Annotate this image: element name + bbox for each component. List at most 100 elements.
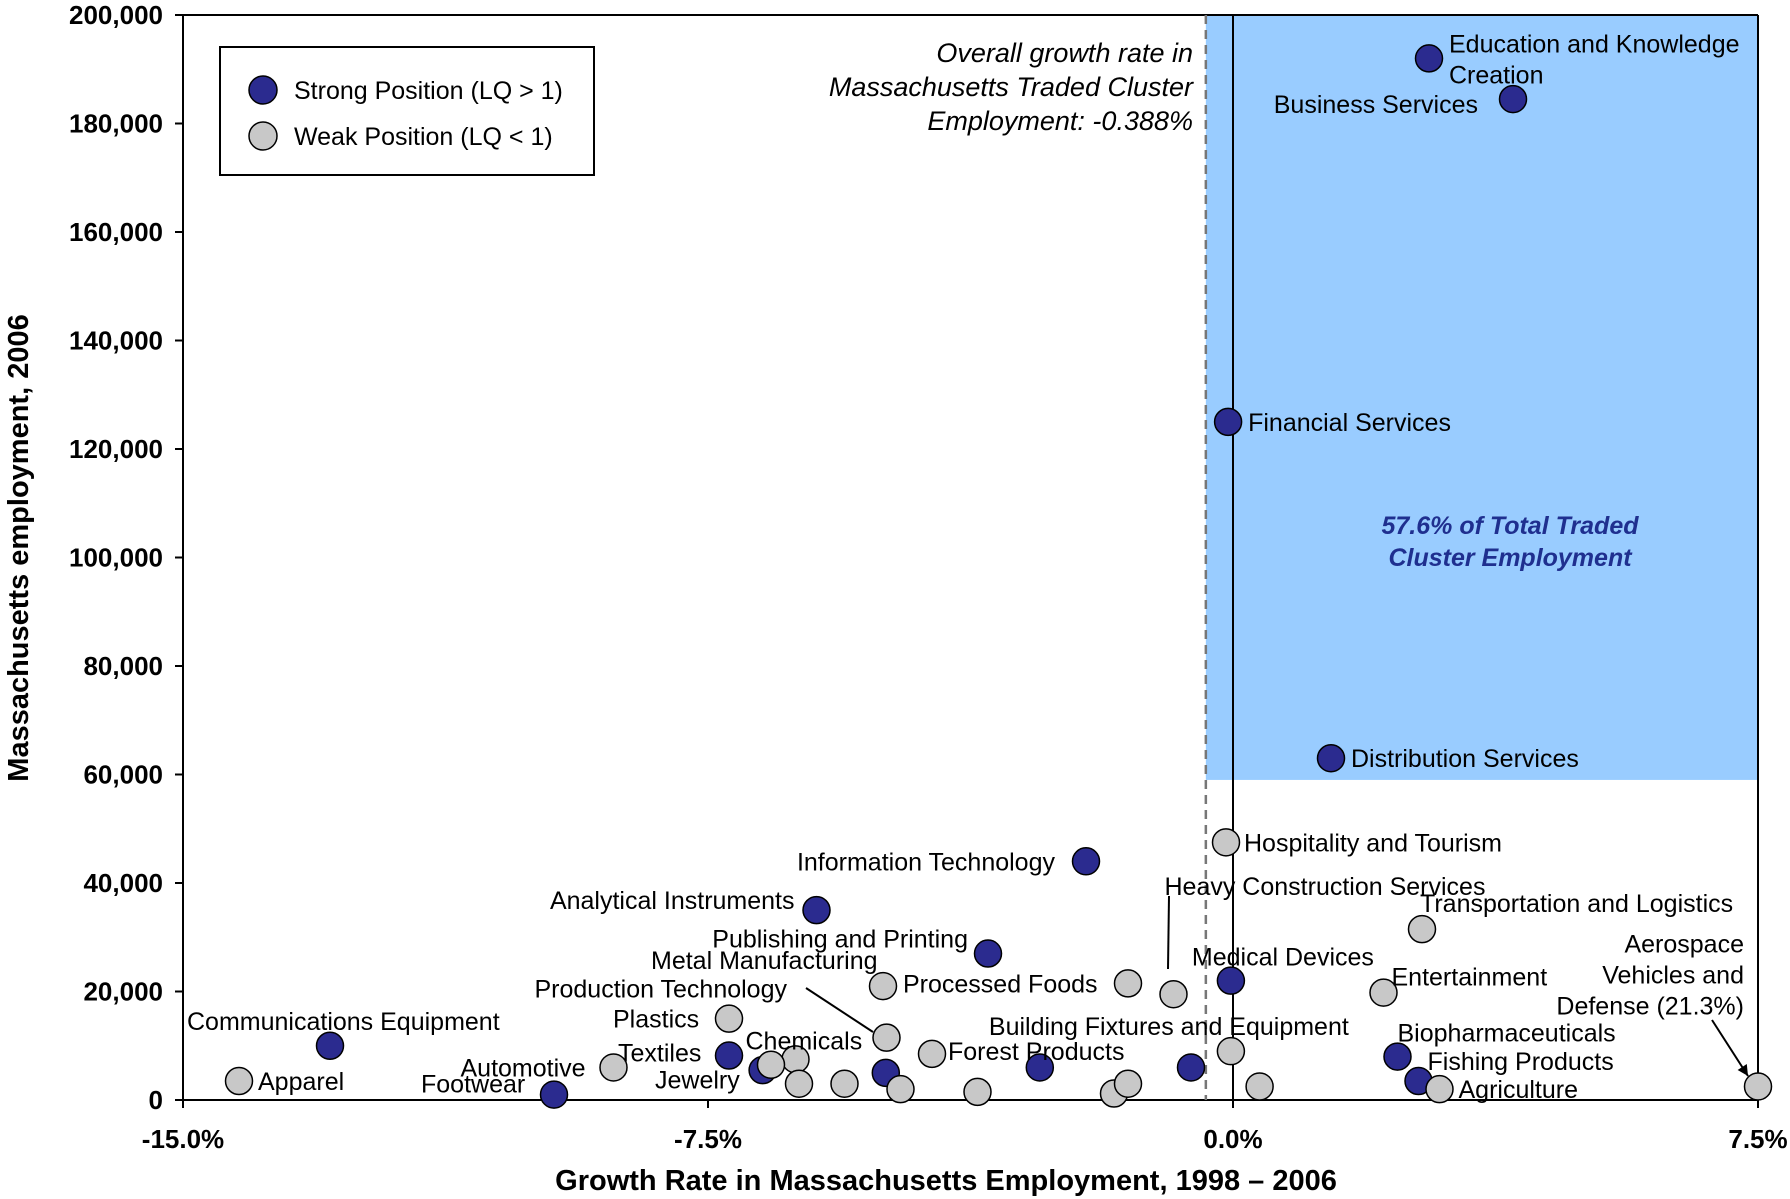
region-note-line-2: Cluster Employment: [1388, 544, 1633, 572]
label-transportation-and-logistics: Transportation and Logistics: [1420, 890, 1733, 918]
weak-point-metal-manufacturing: [868, 971, 898, 1001]
label-processed-foods: Processed Foods: [903, 970, 1098, 998]
weak-point: [963, 1077, 992, 1107]
label-aerospace-vehicles-and-defense-21-3: Aerospace Vehicles and Defense (21.3%): [1556, 930, 1744, 1020]
legend-marker-strong: [248, 75, 278, 105]
weak-point-heavy-construction-services: [1159, 979, 1188, 1009]
legend-label-strong: Strong Position (LQ > 1): [294, 77, 563, 105]
overall-growth-note: Overall growth rate in Massachusetts Tra…: [829, 38, 1194, 136]
weak-point: [830, 1069, 859, 1098]
strong-point-education-and-knowledge-creation: [1414, 44, 1444, 73]
label-line: Biopharmaceuticals: [1398, 1020, 1616, 1048]
tick-labels: 0 20,000 40,000 60,000 80,000 100,000 120,000 1…: [69, 0, 1788, 1154]
label-line: Textiles: [618, 1040, 701, 1068]
growth-note-line-3: Employment: -0.388%: [927, 106, 1193, 136]
label-line: Information Technology: [797, 848, 1056, 876]
y-tick-label: 100,000: [69, 543, 163, 573]
label-apparel: Apparel: [258, 1068, 344, 1096]
strong-point-medical-devices: [1216, 966, 1246, 995]
label-metal-manufacturing: Metal Manufacturing: [651, 947, 878, 975]
strong-point-footwear: [539, 1080, 569, 1109]
label-line: Forest Products: [948, 1038, 1124, 1066]
label-line: Fishing Products: [1428, 1048, 1614, 1076]
x-tick-label: -15.0%: [142, 1124, 224, 1154]
label-distribution-services: Distribution Services: [1351, 745, 1579, 773]
y-tick-label: 120,000: [69, 434, 163, 464]
weak-point-agriculture: [1425, 1074, 1454, 1104]
leader-arrowhead: [1737, 1064, 1748, 1076]
x-tick-label: 7.5%: [1728, 1124, 1787, 1154]
weak-point-processed-foods: [1113, 969, 1143, 998]
weak-point-entertainment: [1369, 978, 1398, 1007]
y-axis-title: Massachusetts employment, 2006: [3, 314, 35, 781]
label-line: Building Fixtures and Equipment: [989, 1013, 1349, 1041]
region-note-line-1: 57.6% of Total Traded: [1381, 512, 1639, 540]
label-line: Publishing and Printing: [712, 926, 968, 954]
label-automotive: Automotive: [461, 1054, 586, 1082]
strong-point: [1176, 1053, 1206, 1082]
strong-point-communications-equipment: [315, 1031, 345, 1060]
label-line: Jewelry: [655, 1067, 740, 1095]
label-line: Education and Knowledge: [1449, 30, 1740, 58]
label-fishing-products: Fishing Products: [1428, 1048, 1614, 1076]
strong-point-information-technology: [1071, 847, 1101, 876]
point-labels: Education and Knowledge CreationBusiness …: [187, 30, 1744, 1104]
label-business-services: Business Services: [1274, 91, 1478, 119]
y-tick-label: 200,000: [69, 0, 163, 30]
label-forest-products: Forest Products: [948, 1038, 1124, 1066]
y-tick-label: 60,000: [83, 760, 163, 790]
y-tick-label: 40,000: [83, 868, 163, 898]
growth-note-line-1: Overall growth rate in: [936, 38, 1193, 68]
strong-point-biopharmaceuticals: [1383, 1042, 1412, 1071]
label-footwear: Footwear: [421, 1071, 525, 1099]
label-line: Production Technology: [535, 976, 788, 1004]
label-line: Analytical Instruments: [550, 887, 795, 915]
label-building-fixtures-and-equipment: Building Fixtures and Equipment: [989, 1013, 1349, 1041]
label-line: Agriculture: [1459, 1076, 1579, 1104]
leader-aerospace-vehicles-and-defense-21-3: [1711, 1019, 1749, 1077]
label-line: Financial Services: [1248, 409, 1451, 437]
label-medical-devices: Medical Devices: [1192, 944, 1374, 972]
x-tick-label: -7.5%: [674, 1124, 742, 1154]
label-line: Vehicles and: [1602, 961, 1744, 989]
label-line: Communications Equipment: [187, 1008, 500, 1036]
label-analytical-instruments: Analytical Instruments: [550, 887, 795, 915]
label-line: Business Services: [1274, 91, 1478, 119]
legend: Strong Position (LQ > 1) Weak Position (…: [219, 46, 595, 176]
legend-marker-weak: [248, 121, 278, 151]
label-line: Automotive: [461, 1054, 586, 1082]
data-points: [224, 44, 1773, 1109]
weak-point-plastics: [714, 1004, 744, 1033]
x-axis-title: Growth Rate in Massachusetts Employment,…: [555, 1165, 1337, 1197]
y-tick-label: 80,000: [83, 651, 163, 681]
label-line: Hospitality and Tourism: [1244, 829, 1502, 857]
label-jewelry: Jewelry: [655, 1067, 740, 1095]
label-communications-equipment: Communications Equipment: [187, 1008, 500, 1036]
y-tick-label: 180,000: [69, 109, 163, 139]
label-textiles: Textiles: [618, 1040, 701, 1068]
label-biopharmaceuticals: Biopharmaceuticals: [1398, 1020, 1616, 1048]
label-entertainment: Entertainment: [1392, 964, 1548, 992]
weak-point: [1245, 1072, 1274, 1101]
y-tick-label: 160,000: [69, 217, 163, 247]
weak-point-forest-products: [917, 1039, 947, 1069]
weak-point-aerospace-vehicles-and-defense-21-3: [1743, 1072, 1773, 1101]
label-line: Heavy Construction Services: [1165, 873, 1486, 901]
leader-lines: [805, 895, 1749, 1077]
strong-point-financial-services: [1213, 407, 1243, 437]
strong-point-business-services: [1498, 84, 1528, 114]
label-line: Plastics: [613, 1006, 699, 1034]
legend-box: [219, 46, 595, 176]
strong-point: [1025, 1053, 1055, 1082]
label-line: Creation: [1449, 61, 1544, 89]
label-line: Entertainment: [1392, 964, 1548, 992]
weak-point-production-technology: [872, 1023, 901, 1052]
label-line: Defense (21.3%): [1556, 992, 1744, 1020]
weak-point-apparel: [224, 1066, 254, 1096]
label-heavy-construction-services: Heavy Construction Services: [1165, 873, 1486, 901]
y-tick-label: 140,000: [69, 326, 163, 356]
label-line: Transportation and Logistics: [1420, 890, 1733, 918]
y-tick-label: 20,000: [83, 977, 163, 1007]
leader-production-technology: [805, 987, 874, 1033]
